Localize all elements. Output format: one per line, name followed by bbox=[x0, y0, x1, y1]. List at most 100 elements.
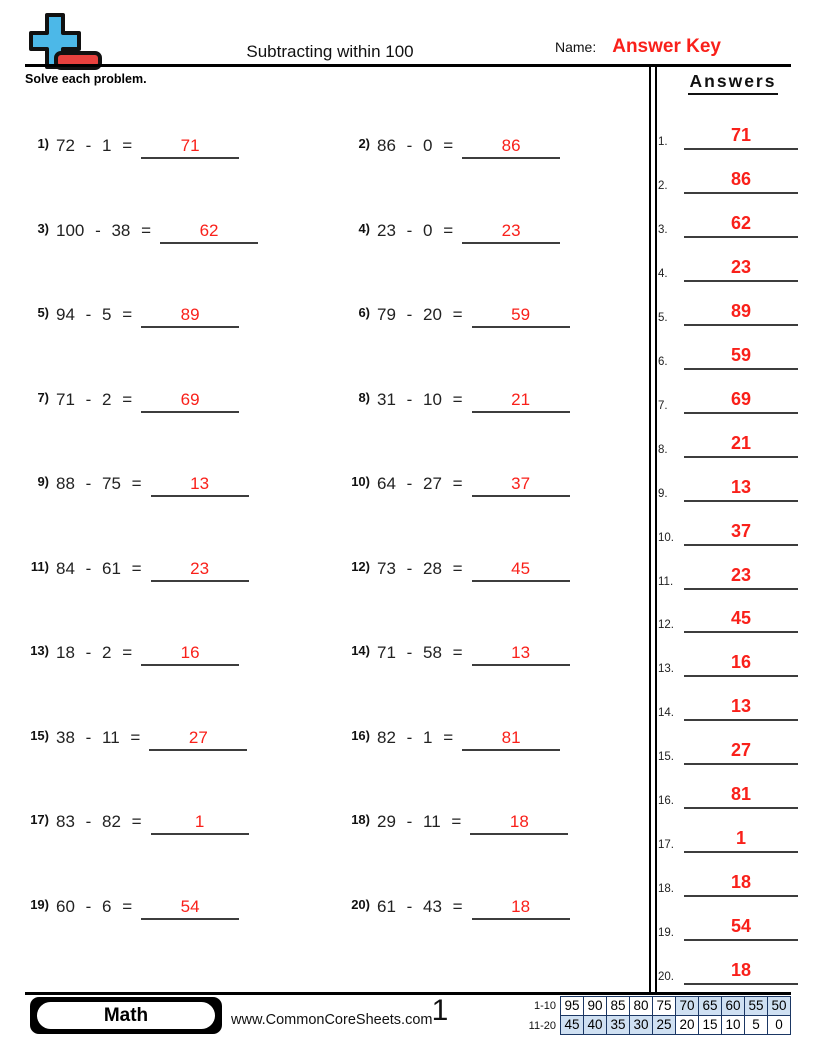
problem-answer-blank: 13 bbox=[471, 643, 570, 666]
problem-number: 16) bbox=[351, 727, 370, 743]
subject-badge: Math bbox=[30, 997, 222, 1034]
answer-item-value: 23 bbox=[684, 565, 798, 590]
problem-2: 2) 86 - 0 = 86 bbox=[340, 136, 561, 159]
answer-item-11: 11. 23 bbox=[658, 553, 808, 590]
score-cell: 80 bbox=[629, 996, 653, 1016]
name-row: Name: Answer Key bbox=[555, 36, 721, 58]
problem-answer-blank: 89 bbox=[141, 305, 240, 328]
problem-answer-blank: 37 bbox=[471, 474, 570, 497]
problem-number: 14) bbox=[351, 643, 370, 658]
problem-number: 20) bbox=[351, 896, 370, 912]
problem-expression: 72 - 1 = bbox=[56, 136, 133, 155]
answer-item-6: 6. 59 bbox=[658, 333, 808, 370]
answer-item-value: 18 bbox=[684, 872, 798, 898]
header-divider bbox=[25, 64, 791, 67]
answer-item-5: 5. 89 bbox=[658, 289, 808, 326]
subject-badge-pill: Math bbox=[37, 1002, 215, 1029]
score-row-1-10: 1-10 95 90 85 80 75 70 65 60 55 50 bbox=[512, 996, 791, 1016]
problem-answer-blank: 69 bbox=[141, 390, 240, 413]
answer-item-value: 81 bbox=[684, 784, 798, 810]
problem-expression: 18 - 2 = bbox=[56, 643, 133, 662]
problem-9: 9) 88 - 75 = 13 bbox=[25, 474, 249, 497]
problem-number: 5) bbox=[37, 305, 49, 320]
score-cell: 30 bbox=[629, 1015, 653, 1035]
answer-item-17: 17. 1 bbox=[658, 816, 808, 854]
problem-expression: 64 - 27 = bbox=[377, 474, 463, 493]
problem-expression: 82 - 1 = bbox=[377, 727, 454, 747]
problem-12: 12) 73 - 28 = 45 bbox=[340, 559, 570, 582]
problem-expression: 79 - 20 = bbox=[377, 305, 463, 324]
problem-number: 18) bbox=[351, 812, 370, 827]
answer-item-9: 9. 13 bbox=[658, 465, 808, 502]
score-cell: 90 bbox=[583, 996, 607, 1016]
answer-item-number: 2. bbox=[658, 179, 668, 192]
problem-number: 4) bbox=[358, 220, 370, 236]
answer-item-number: 10. bbox=[658, 531, 674, 544]
page-number: 1 bbox=[431, 994, 449, 1027]
score-row-label: 11-20 bbox=[528, 1020, 556, 1032]
problem-11: 11) 84 - 61 = 23 bbox=[25, 559, 249, 582]
footer-divider bbox=[25, 992, 791, 995]
problem-4: 4) 23 - 0 = 23 bbox=[340, 220, 561, 244]
problem-15: 15) 38 - 11 = 27 bbox=[25, 727, 248, 751]
problem-expression: 38 - 11 = bbox=[56, 727, 141, 747]
worksheet-title: Subtracting within 100 bbox=[246, 42, 414, 61]
answers-heading: Answers bbox=[660, 71, 806, 95]
score-cell: 95 bbox=[560, 996, 584, 1016]
score-cell: 25 bbox=[652, 1015, 676, 1035]
problem-answer-blank: 18 bbox=[471, 897, 570, 920]
problem-number: 7) bbox=[37, 389, 49, 405]
problem-20: 20) 61 - 43 = 18 bbox=[340, 897, 570, 920]
score-row-11-20: 11-20 45 40 35 30 25 20 15 10 5 0 bbox=[512, 1015, 791, 1036]
answer-item-19: 19. 54 bbox=[658, 904, 808, 942]
problem-6: 6) 79 - 20 = 59 bbox=[340, 305, 570, 328]
problem-number: 15) bbox=[30, 727, 49, 743]
answer-item-7: 7. 69 bbox=[658, 377, 808, 414]
answer-item-number: 16. bbox=[658, 795, 674, 808]
problem-answer-blank: 81 bbox=[462, 728, 561, 751]
score-cell: 0 bbox=[767, 1015, 791, 1035]
problem-expression: 60 - 6 = bbox=[56, 896, 133, 916]
answer-item-value: 21 bbox=[684, 433, 798, 458]
problem-answer-blank: 27 bbox=[149, 728, 248, 751]
answers-column-divider bbox=[649, 64, 657, 993]
problem-number: 2) bbox=[358, 136, 370, 151]
problem-number: 11) bbox=[30, 558, 49, 574]
answer-item-value: 13 bbox=[684, 696, 798, 722]
score-conversion-table: 1-10 95 90 85 80 75 70 65 60 55 50 11-20 45 40 35 30 25 2… bbox=[512, 996, 791, 1036]
problem-number: 13) bbox=[30, 643, 49, 658]
score-cell: 45 bbox=[560, 1015, 584, 1035]
problem-answer-blank: 16 bbox=[141, 643, 240, 666]
problem-10: 10) 64 - 27 = 37 bbox=[340, 474, 570, 497]
problem-number: 3) bbox=[37, 220, 49, 236]
answer-item-value: 89 bbox=[684, 301, 798, 326]
problem-expression: 84 - 61 = bbox=[56, 558, 142, 578]
score-cell: 15 bbox=[698, 1015, 722, 1035]
problem-expression: 100 - 38 = bbox=[56, 220, 152, 240]
answer-item-number: 8. bbox=[658, 443, 668, 456]
answer-item-value: 54 bbox=[684, 916, 798, 942]
answer-item-value: 59 bbox=[684, 345, 798, 370]
problem-expression: 94 - 5 = bbox=[56, 305, 133, 324]
problem-answer-blank: 21 bbox=[471, 390, 570, 413]
answer-item-value: 18 bbox=[684, 960, 798, 986]
problem-answer-blank: 86 bbox=[462, 136, 561, 159]
answer-item-number: 1. bbox=[658, 136, 668, 148]
problem-expression: 61 - 43 = bbox=[377, 896, 463, 916]
answer-item-value: 86 bbox=[684, 169, 798, 194]
answer-item-value: 13 bbox=[684, 477, 798, 502]
problem-number: 12) bbox=[351, 558, 370, 574]
problem-number: 6) bbox=[358, 305, 370, 320]
score-cell: 40 bbox=[583, 1015, 607, 1035]
answer-item-number: 5. bbox=[658, 311, 668, 324]
problem-19: 19) 60 - 6 = 54 bbox=[25, 896, 240, 920]
score-cell: 70 bbox=[675, 996, 699, 1016]
name-label: Name: bbox=[555, 39, 597, 55]
answer-item-number: 3. bbox=[658, 223, 668, 236]
problem-8: 8) 31 - 10 = 21 bbox=[340, 390, 570, 413]
answer-item-value: 1 bbox=[684, 828, 798, 854]
problem-expression: 71 - 2 = bbox=[56, 389, 133, 409]
answer-item-number: 14. bbox=[658, 707, 674, 720]
problem-expression: 88 - 75 = bbox=[56, 474, 142, 493]
